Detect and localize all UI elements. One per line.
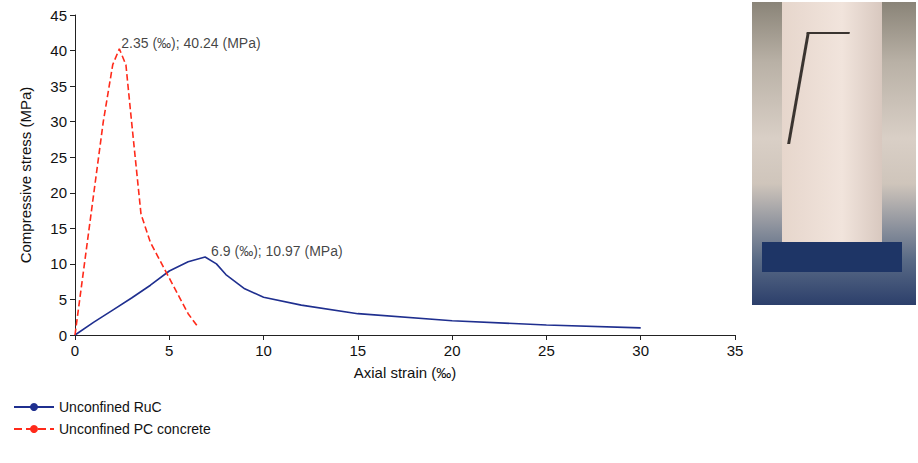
svg-text:0: 0 bbox=[71, 342, 79, 359]
svg-text:30: 30 bbox=[50, 113, 67, 130]
svg-text:35: 35 bbox=[727, 342, 744, 359]
svg-text:6.9 (‰); 10.97 (MPa): 6.9 (‰); 10.97 (MPa) bbox=[211, 243, 343, 259]
svg-text:5: 5 bbox=[165, 342, 173, 359]
svg-text:45: 45 bbox=[50, 7, 67, 24]
svg-text:35: 35 bbox=[50, 78, 67, 95]
svg-text:Unconfined RuC: Unconfined RuC bbox=[59, 399, 162, 415]
svg-text:30: 30 bbox=[632, 342, 649, 359]
svg-text:40: 40 bbox=[50, 42, 67, 59]
svg-text:25: 25 bbox=[538, 342, 555, 359]
svg-text:25: 25 bbox=[50, 149, 67, 166]
svg-text:15: 15 bbox=[350, 342, 367, 359]
svg-text:10: 10 bbox=[255, 342, 272, 359]
svg-text:10: 10 bbox=[50, 255, 67, 272]
svg-text:2.35 (‰); 40.24 (MPa): 2.35 (‰); 40.24 (MPa) bbox=[121, 35, 260, 51]
svg-text:Axial strain (‰): Axial strain (‰) bbox=[354, 364, 457, 381]
svg-text:15: 15 bbox=[50, 220, 67, 237]
svg-text:Unconfined PC concrete: Unconfined PC concrete bbox=[59, 421, 211, 437]
svg-text:Compressive stress (MPa): Compressive stress (MPa) bbox=[17, 87, 34, 264]
svg-text:5: 5 bbox=[59, 291, 67, 308]
svg-text:20: 20 bbox=[50, 184, 67, 201]
svg-text:0: 0 bbox=[59, 327, 67, 344]
svg-text:20: 20 bbox=[444, 342, 461, 359]
